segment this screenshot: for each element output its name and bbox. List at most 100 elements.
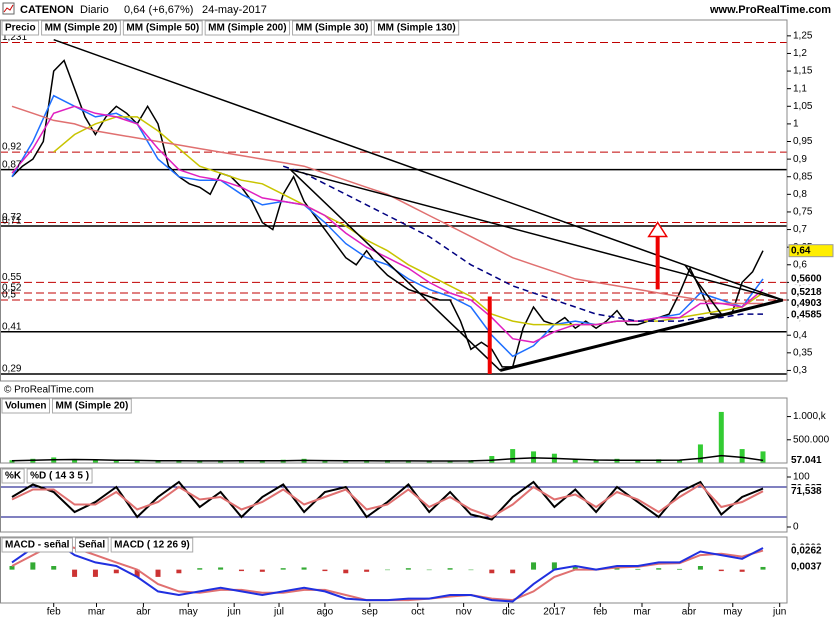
value-tag-box — [789, 308, 833, 321]
panel-frame — [0, 397, 788, 464]
bar — [531, 562, 537, 570]
bar — [92, 569, 98, 577]
bar — [551, 562, 557, 570]
bar — [656, 459, 662, 463]
bar — [447, 461, 453, 463]
panel-frame — [0, 536, 788, 604]
bar — [489, 569, 495, 574]
y-tick-label: 1.000,k — [793, 411, 827, 422]
bar — [176, 569, 182, 574]
bar — [238, 460, 244, 463]
legend-label: %D ( 14 3 5 ) — [30, 471, 89, 482]
value-tag: 0,64 — [791, 245, 811, 256]
series-line — [11, 539, 764, 603]
legend-box — [26, 468, 93, 484]
y-tick-label: 0,85 — [793, 171, 813, 182]
bar — [259, 569, 265, 572]
bar — [677, 459, 683, 463]
series-line — [11, 454, 764, 462]
bar — [593, 460, 599, 463]
bar — [30, 562, 36, 570]
y-tick-label: 0,9 — [793, 154, 807, 165]
bar — [760, 566, 766, 570]
value-tag: 71,538 — [791, 486, 822, 497]
legend-label: MM (Simple 30) — [296, 23, 369, 34]
value-tag: 0,4903 — [791, 298, 822, 309]
y-tick-label: 0,75 — [793, 207, 813, 218]
bar — [635, 460, 641, 463]
bar — [197, 568, 203, 570]
plot-area — [9, 539, 766, 603]
legend-box — [292, 20, 372, 36]
x-tick-label: may — [179, 607, 198, 618]
x-tick-label: feb — [47, 607, 61, 618]
bar — [718, 411, 724, 463]
level-label: 0,29 — [2, 364, 22, 375]
x-tick-label: mar — [88, 607, 106, 618]
plot-area — [0, 39, 787, 375]
y-tick-label: 1,1 — [793, 83, 807, 94]
bar — [113, 569, 119, 574]
series-line — [11, 480, 764, 521]
bar — [364, 461, 370, 463]
bar — [218, 567, 224, 570]
level-label: 0,41 — [2, 321, 22, 332]
legend-label: MACD ( 12 26 9) — [114, 540, 190, 551]
y-tick-label: 1 — [793, 119, 799, 130]
bar — [72, 569, 78, 577]
bar — [92, 459, 98, 463]
y-tick-label: 1,25 — [793, 30, 813, 41]
legend-box — [74, 537, 109, 553]
x-tick-label: sep — [362, 607, 379, 618]
bar — [238, 569, 244, 572]
x-tick-label: nov — [456, 607, 472, 618]
legend-label: MM (Simple 130) — [377, 23, 455, 34]
trend-line — [289, 169, 501, 371]
value-tag: 0,0262 — [791, 545, 822, 556]
bar — [385, 569, 391, 571]
series-line — [11, 105, 764, 344]
bar — [176, 460, 182, 463]
bar — [760, 451, 766, 463]
bar — [572, 566, 578, 570]
legend-box — [41, 20, 121, 36]
site: www.ProRealTime.com — [709, 4, 831, 16]
date: 24-may-2017 — [202, 4, 267, 16]
panel-frame — [0, 467, 788, 533]
value-tag-box — [788, 244, 834, 258]
value-tag-box — [789, 454, 833, 467]
x-tick-label: jun — [226, 607, 240, 618]
legend-label: MM (Simple 200) — [208, 23, 286, 34]
bar — [697, 444, 703, 463]
bar — [677, 568, 683, 570]
x-tick-label: 2017 — [543, 607, 566, 618]
y-tick-label: 0,6 — [793, 259, 807, 270]
value-tag-box — [789, 485, 833, 498]
x-tick-label: jun — [772, 607, 786, 618]
bar — [697, 566, 703, 570]
legend-box — [122, 20, 203, 36]
bar — [447, 568, 453, 570]
bar — [72, 459, 78, 463]
bar — [364, 569, 370, 572]
x-tick-label: ago — [317, 607, 334, 618]
bar — [280, 568, 286, 570]
level-label: 0,55 — [2, 272, 22, 283]
y-tick-label: 0,35 — [793, 347, 813, 358]
legend-label: MM (Simple 20) — [45, 23, 118, 34]
x-tick-label: may — [723, 607, 742, 618]
x-tick-label: mar — [633, 607, 651, 618]
value-tag: 0,0037 — [791, 562, 822, 573]
level-label: 1,231 — [2, 32, 27, 43]
last-price: 0,64 (+6,67%) — [124, 4, 193, 16]
period: Diario — [80, 4, 109, 16]
y-tick-label: 0,95 — [793, 136, 813, 147]
bar — [155, 569, 161, 577]
x-tick-label: jul — [273, 607, 284, 618]
y-tick-label: 1,05 — [793, 101, 813, 112]
y-tick-label: 1,2 — [793, 48, 807, 59]
bar — [635, 568, 641, 570]
bar — [510, 569, 516, 574]
y-tick-label: 0,3 — [793, 365, 807, 376]
bar — [301, 567, 307, 570]
